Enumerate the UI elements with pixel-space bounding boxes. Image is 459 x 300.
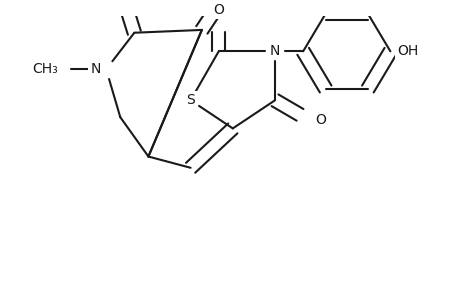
Text: O: O xyxy=(213,3,224,17)
Text: OH: OH xyxy=(396,44,418,58)
Text: S: S xyxy=(186,93,195,107)
Text: N: N xyxy=(90,62,101,76)
Text: N: N xyxy=(269,44,280,58)
Text: CH₃: CH₃ xyxy=(33,62,58,76)
Text: O: O xyxy=(315,113,326,127)
